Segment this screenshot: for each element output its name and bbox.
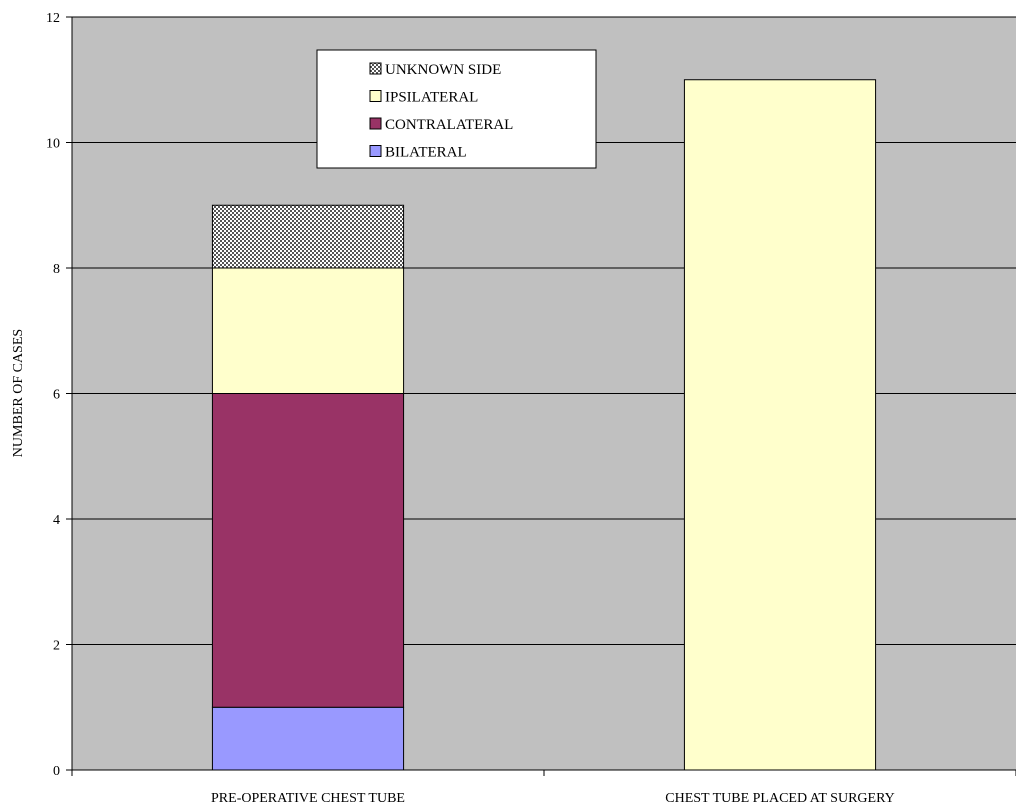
y-axis-label: NUMBER OF CASES xyxy=(11,329,26,457)
bars xyxy=(211,79,877,771)
legend-label: IPSILATERAL xyxy=(385,90,478,106)
y-tick-label: 2 xyxy=(53,639,60,654)
legend-box xyxy=(316,49,597,169)
y-tick-labels: 0 2 4 6 8 10 12 xyxy=(46,11,60,779)
y-tick-label: 8 xyxy=(53,262,60,277)
legend-swatch xyxy=(369,62,382,75)
y-tick-label: 4 xyxy=(53,513,60,528)
legend-swatch xyxy=(369,117,382,130)
legend-item-ipsilateral: IPSILATERAL xyxy=(369,90,478,106)
bar-bilateral xyxy=(211,706,405,771)
bar-ipsilateral xyxy=(683,79,877,771)
legend-label: UNKNOWN SIDE xyxy=(385,62,501,78)
y-tick-label: 0 xyxy=(53,764,60,779)
y-tick-label: 12 xyxy=(46,11,60,26)
legend-item-contralateral: CONTRALATERAL xyxy=(369,117,513,133)
y-tick-label: 10 xyxy=(46,137,60,152)
x-tick-label: PRE-OPERATIVE CHEST TUBE xyxy=(211,791,405,806)
legend-label: CONTRALATERAL xyxy=(385,117,513,133)
legend-swatch xyxy=(369,145,382,157)
legend-item-bilateral: BILATERAL xyxy=(369,145,467,161)
bar-contralateral xyxy=(211,393,405,708)
bar-ipsilateral xyxy=(211,267,405,394)
legend-label: BILATERAL xyxy=(385,145,467,161)
legend-swatch xyxy=(369,90,382,102)
axes xyxy=(66,16,1016,776)
legend: UNKNOWN SIDE IPSILATERAL CONTRALATERAL BILA… xyxy=(316,49,597,169)
x-tick-labels: PRE-OPERATIVE CHEST TUBE CHEST TUBE PLACE… xyxy=(211,791,895,806)
x-tick-label: CHEST TUBE PLACED AT SURGERY xyxy=(665,791,895,806)
bar-unknown-side xyxy=(211,204,405,269)
y-tick-label: 6 xyxy=(53,388,60,403)
legend-item-unknown-side: UNKNOWN SIDE xyxy=(369,62,501,78)
